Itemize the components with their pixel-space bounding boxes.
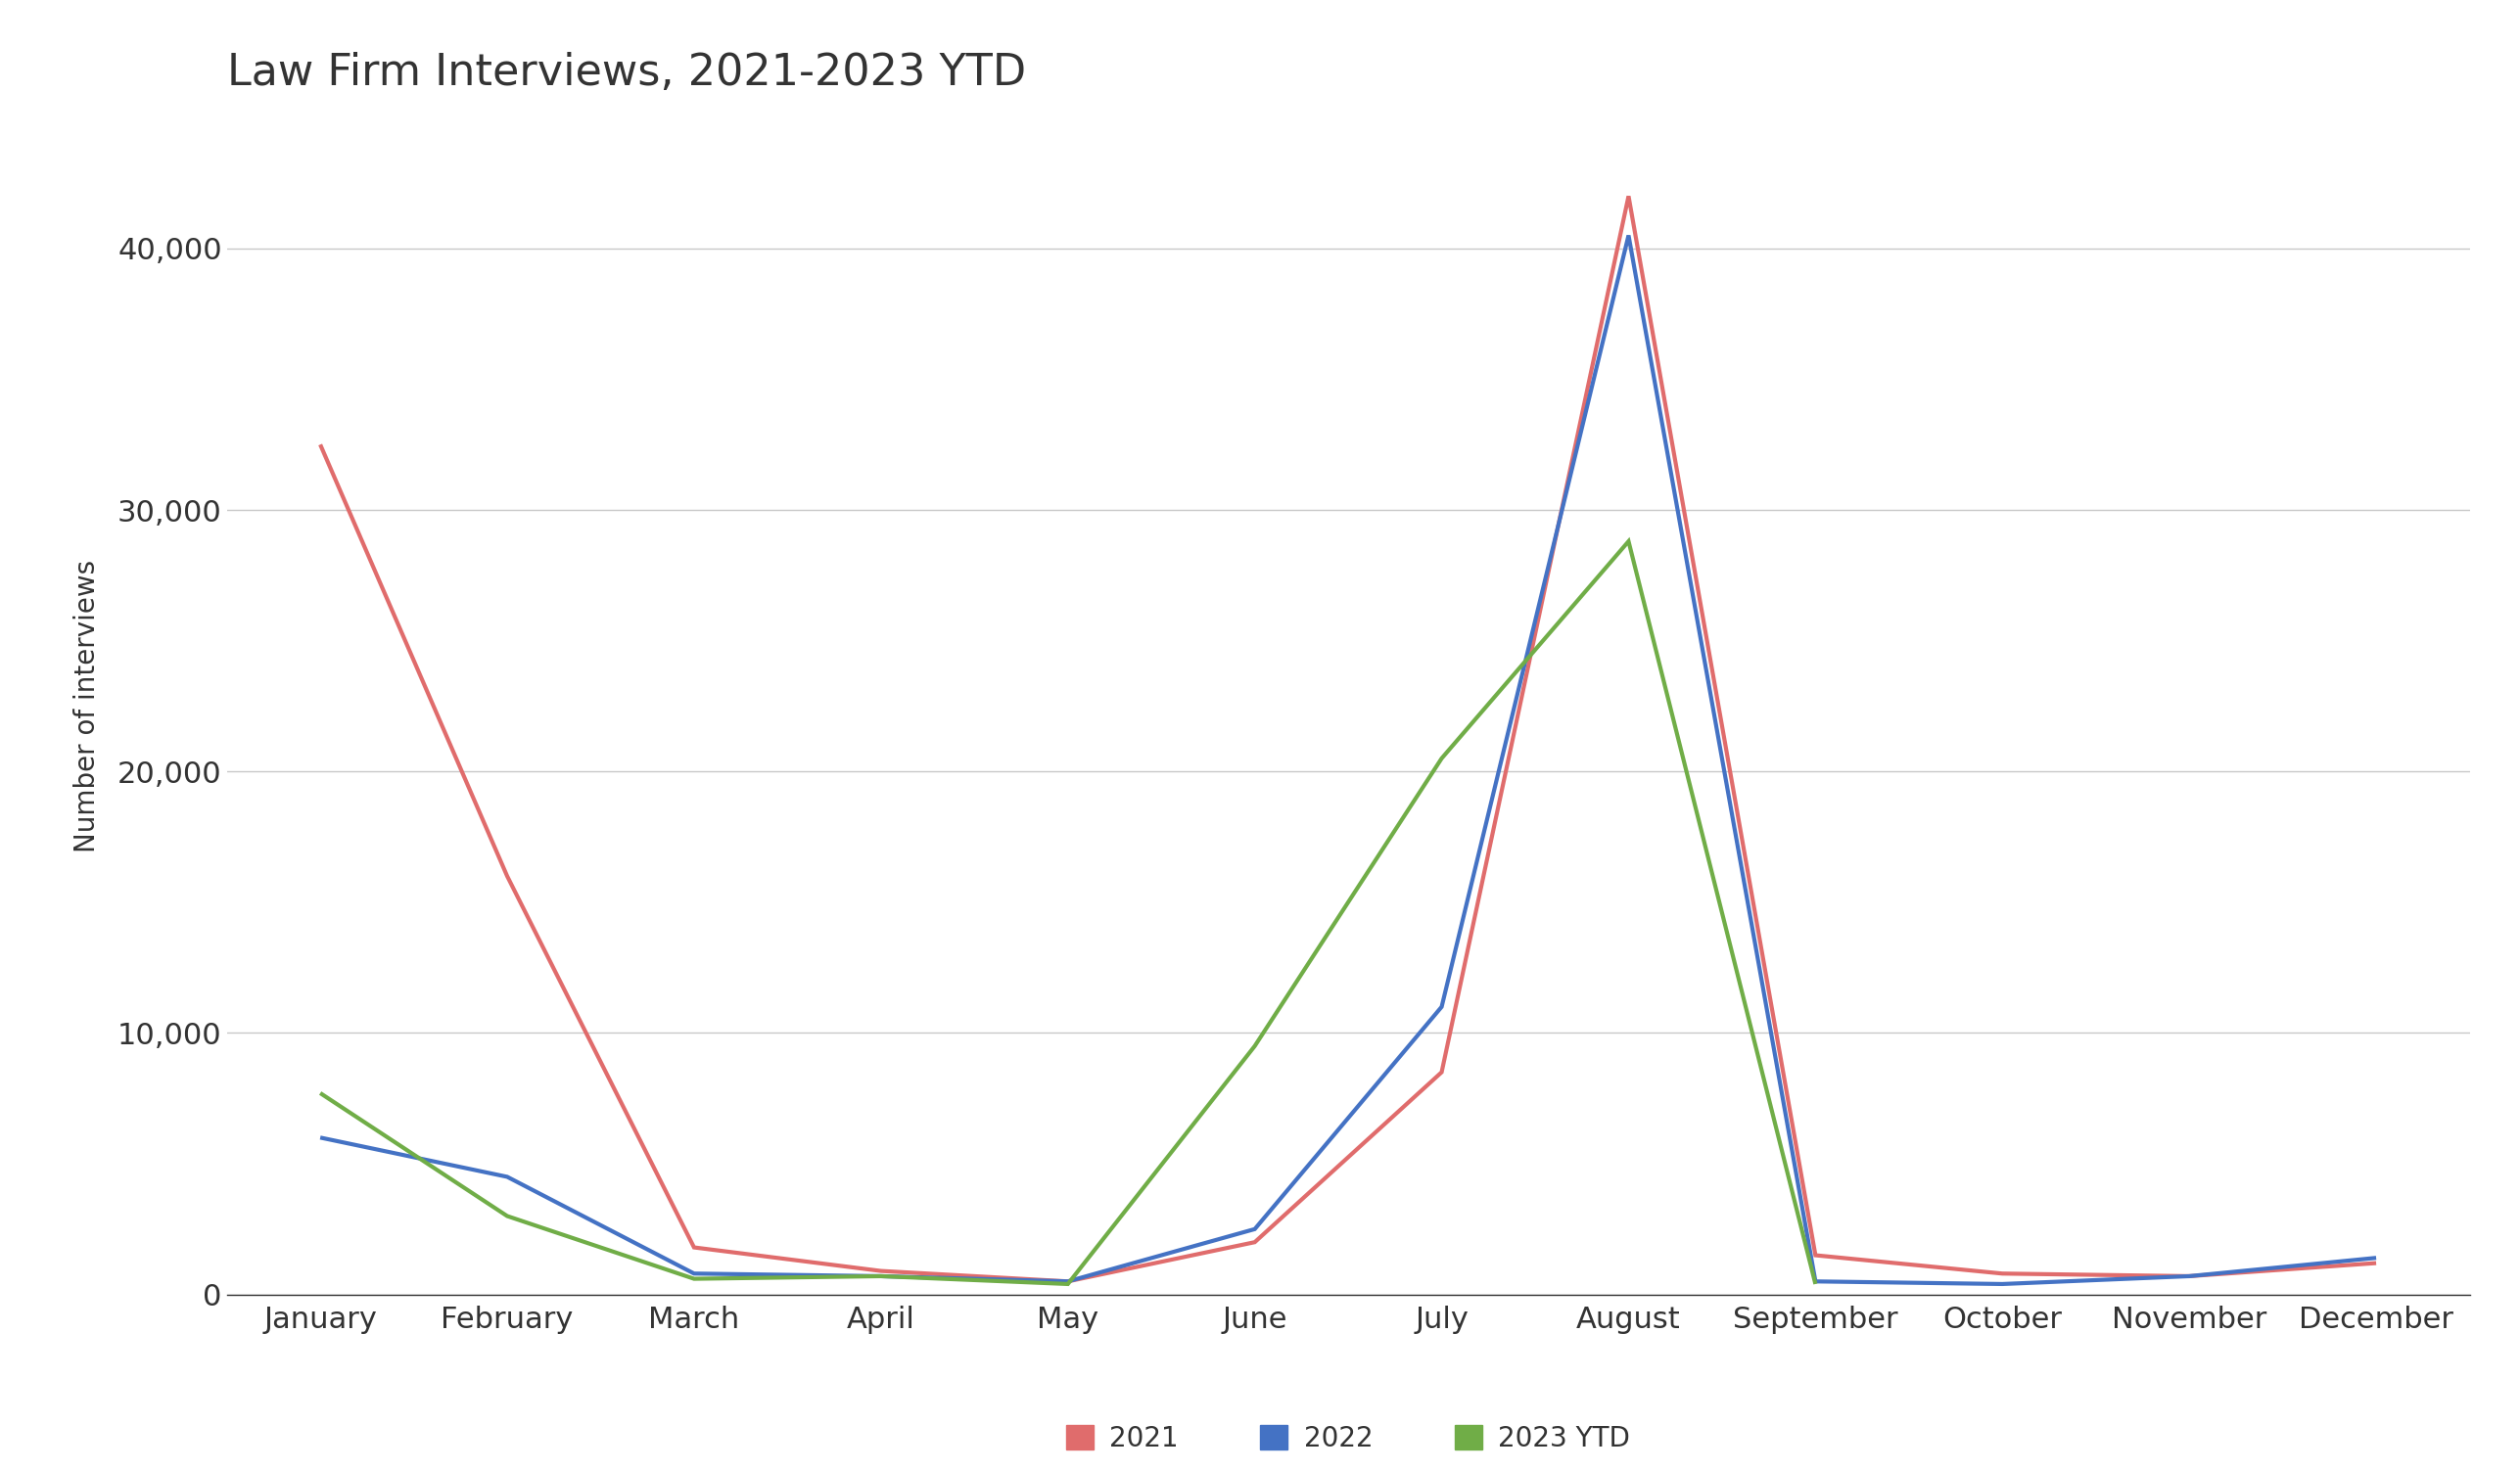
2023 YTD	[1426, 750, 1457, 768]
2022	[491, 1168, 522, 1186]
2021	[1613, 187, 1643, 204]
Legend: 2021, 2022, 2023 YTD: 2021, 2022, 2023 YTD	[1056, 1414, 1641, 1464]
2023 YTD	[305, 1084, 335, 1102]
Y-axis label: Number of interviews: Number of interviews	[73, 559, 101, 853]
Line: 2023 YTD: 2023 YTD	[320, 541, 1814, 1284]
2021	[305, 435, 335, 453]
2023 YTD	[867, 1268, 897, 1286]
Line: 2022: 2022	[320, 235, 2376, 1284]
2022	[1799, 1272, 1830, 1290]
2021	[1799, 1246, 1830, 1264]
2022	[1988, 1275, 2019, 1293]
2022	[1053, 1272, 1084, 1290]
2023 YTD	[1613, 533, 1643, 550]
2021	[1053, 1272, 1084, 1290]
Line: 2021: 2021	[320, 196, 2376, 1281]
2022	[305, 1128, 335, 1146]
2021	[2175, 1268, 2205, 1286]
Text: Law Firm Interviews, 2021-2023 YTD: Law Firm Interviews, 2021-2023 YTD	[227, 51, 1026, 94]
2021	[1240, 1233, 1270, 1250]
2022	[867, 1268, 897, 1286]
2021	[1426, 1064, 1457, 1081]
2022	[678, 1265, 708, 1283]
2022	[1613, 227, 1643, 244]
2023 YTD	[678, 1269, 708, 1287]
2023 YTD	[1053, 1275, 1084, 1293]
2022	[2361, 1249, 2391, 1267]
2021	[867, 1262, 897, 1280]
2021	[1988, 1265, 2019, 1283]
2023 YTD	[491, 1208, 522, 1225]
2022	[2175, 1268, 2205, 1286]
2021	[678, 1239, 708, 1256]
2023 YTD	[1799, 1275, 1830, 1293]
2023 YTD	[1240, 1037, 1270, 1055]
2022	[1240, 1221, 1270, 1239]
2022	[1426, 997, 1457, 1015]
2021	[2361, 1255, 2391, 1272]
2021	[491, 868, 522, 886]
